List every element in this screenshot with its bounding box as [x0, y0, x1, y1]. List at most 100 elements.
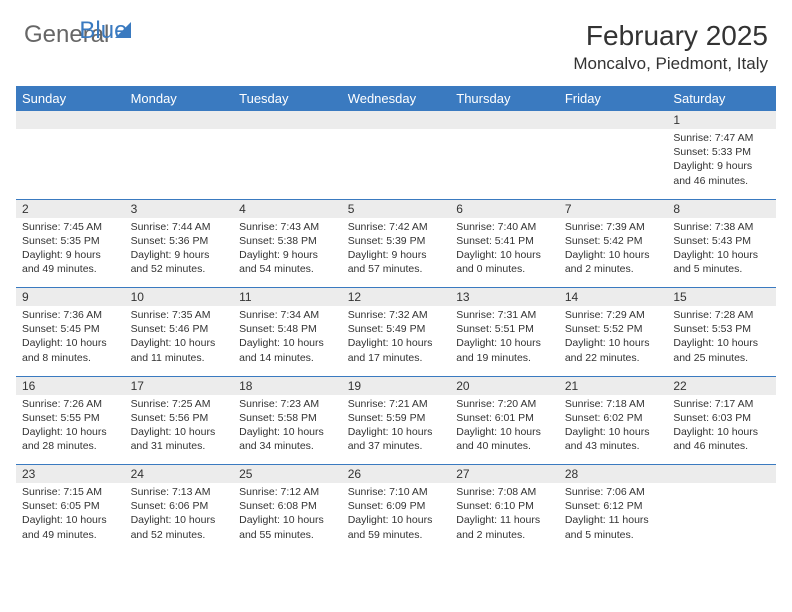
sunset-text: Sunset: 5:42 PM	[565, 234, 662, 248]
daylight-text: Daylight: 10 hours and 0 minutes.	[456, 248, 553, 276]
detail-cell: Sunrise: 7:20 AMSunset: 6:01 PMDaylight:…	[450, 395, 559, 465]
sunrise-text: Sunrise: 7:15 AM	[22, 485, 119, 499]
daynum-cell: 1	[667, 111, 776, 129]
daylight-text: Daylight: 9 hours and 49 minutes.	[22, 248, 119, 276]
detail-cell	[125, 129, 234, 199]
week-1-details: Sunrise: 7:45 AMSunset: 5:35 PMDaylight:…	[16, 218, 776, 288]
sunset-text: Sunset: 5:39 PM	[348, 234, 445, 248]
week-1-daynums: 2345678	[16, 199, 776, 218]
dayhead-wed: Wednesday	[342, 86, 451, 111]
detail-cell: Sunrise: 7:31 AMSunset: 5:51 PMDaylight:…	[450, 306, 559, 376]
detail-cell	[559, 129, 668, 199]
detail-cell: Sunrise: 7:44 AMSunset: 5:36 PMDaylight:…	[125, 218, 234, 288]
calendar-body: 1Sunrise: 7:47 AMSunset: 5:33 PMDaylight…	[16, 111, 776, 553]
sunset-text: Sunset: 5:38 PM	[239, 234, 336, 248]
sunrise-text: Sunrise: 7:18 AM	[565, 397, 662, 411]
sunset-text: Sunset: 5:41 PM	[456, 234, 553, 248]
sunset-text: Sunset: 5:53 PM	[673, 322, 770, 336]
sunset-text: Sunset: 6:09 PM	[348, 499, 445, 513]
daylight-text: Daylight: 10 hours and 55 minutes.	[239, 513, 336, 541]
daylight-text: Daylight: 11 hours and 2 minutes.	[456, 513, 553, 541]
detail-cell: Sunrise: 7:18 AMSunset: 6:02 PMDaylight:…	[559, 395, 668, 465]
sunrise-text: Sunrise: 7:35 AM	[131, 308, 228, 322]
sunrise-text: Sunrise: 7:31 AM	[456, 308, 553, 322]
daynum-cell: 15	[667, 288, 776, 307]
sunrise-text: Sunrise: 7:17 AM	[673, 397, 770, 411]
daynum-cell	[342, 111, 451, 129]
detail-cell: Sunrise: 7:29 AMSunset: 5:52 PMDaylight:…	[559, 306, 668, 376]
daynum-cell	[559, 111, 668, 129]
detail-cell	[233, 129, 342, 199]
logo-text-blue: Blue	[79, 17, 127, 45]
daynum-cell	[667, 465, 776, 484]
daylight-text: Daylight: 9 hours and 52 minutes.	[131, 248, 228, 276]
dayhead-mon: Monday	[125, 86, 234, 111]
daylight-text: Daylight: 9 hours and 57 minutes.	[348, 248, 445, 276]
detail-cell: Sunrise: 7:21 AMSunset: 5:59 PMDaylight:…	[342, 395, 451, 465]
sunrise-text: Sunrise: 7:39 AM	[565, 220, 662, 234]
detail-cell: Sunrise: 7:06 AMSunset: 6:12 PMDaylight:…	[559, 483, 668, 553]
sunset-text: Sunset: 5:59 PM	[348, 411, 445, 425]
week-3-details: Sunrise: 7:26 AMSunset: 5:55 PMDaylight:…	[16, 395, 776, 465]
sunrise-text: Sunrise: 7:06 AM	[565, 485, 662, 499]
sunrise-text: Sunrise: 7:29 AM	[565, 308, 662, 322]
detail-cell: Sunrise: 7:40 AMSunset: 5:41 PMDaylight:…	[450, 218, 559, 288]
week-2-details: Sunrise: 7:36 AMSunset: 5:45 PMDaylight:…	[16, 306, 776, 376]
daynum-cell: 16	[16, 376, 125, 395]
detail-cell: Sunrise: 7:12 AMSunset: 6:08 PMDaylight:…	[233, 483, 342, 553]
sunset-text: Sunset: 6:08 PM	[239, 499, 336, 513]
sunset-text: Sunset: 5:51 PM	[456, 322, 553, 336]
daylight-text: Daylight: 10 hours and 11 minutes.	[131, 336, 228, 364]
sunrise-text: Sunrise: 7:45 AM	[22, 220, 119, 234]
daynum-cell: 20	[450, 376, 559, 395]
sunrise-text: Sunrise: 7:28 AM	[673, 308, 770, 322]
sunrise-text: Sunrise: 7:13 AM	[131, 485, 228, 499]
daylight-text: Daylight: 10 hours and 40 minutes.	[456, 425, 553, 453]
detail-cell	[667, 483, 776, 553]
daylight-text: Daylight: 10 hours and 8 minutes.	[22, 336, 119, 364]
daylight-text: Daylight: 10 hours and 49 minutes.	[22, 513, 119, 541]
daylight-text: Daylight: 10 hours and 25 minutes.	[673, 336, 770, 364]
location-text: Moncalvo, Piedmont, Italy	[573, 54, 768, 74]
detail-cell	[16, 129, 125, 199]
sunrise-text: Sunrise: 7:21 AM	[348, 397, 445, 411]
detail-cell: Sunrise: 7:38 AMSunset: 5:43 PMDaylight:…	[667, 218, 776, 288]
header-row: General Blue February 2025 Moncalvo, Pie…	[16, 20, 776, 74]
detail-cell: Sunrise: 7:32 AMSunset: 5:49 PMDaylight:…	[342, 306, 451, 376]
daynum-cell: 10	[125, 288, 234, 307]
sunrise-text: Sunrise: 7:10 AM	[348, 485, 445, 499]
detail-cell: Sunrise: 7:45 AMSunset: 5:35 PMDaylight:…	[16, 218, 125, 288]
detail-cell: Sunrise: 7:35 AMSunset: 5:46 PMDaylight:…	[125, 306, 234, 376]
detail-cell: Sunrise: 7:08 AMSunset: 6:10 PMDaylight:…	[450, 483, 559, 553]
daynum-cell: 23	[16, 465, 125, 484]
sunset-text: Sunset: 6:06 PM	[131, 499, 228, 513]
dayhead-fri: Friday	[559, 86, 668, 111]
dayhead-sun: Sunday	[16, 86, 125, 111]
daynum-cell: 4	[233, 199, 342, 218]
daynum-cell: 7	[559, 199, 668, 218]
sunset-text: Sunset: 5:33 PM	[673, 145, 770, 159]
daynum-cell: 22	[667, 376, 776, 395]
sunset-text: Sunset: 5:46 PM	[131, 322, 228, 336]
dayhead-tue: Tuesday	[233, 86, 342, 111]
daylight-text: Daylight: 10 hours and 37 minutes.	[348, 425, 445, 453]
sunrise-text: Sunrise: 7:34 AM	[239, 308, 336, 322]
daynum-cell: 9	[16, 288, 125, 307]
daylight-text: Daylight: 10 hours and 19 minutes.	[456, 336, 553, 364]
daynum-cell: 26	[342, 465, 451, 484]
sunset-text: Sunset: 5:55 PM	[22, 411, 119, 425]
daylight-text: Daylight: 10 hours and 34 minutes.	[239, 425, 336, 453]
daynum-cell	[233, 111, 342, 129]
daynum-cell: 25	[233, 465, 342, 484]
month-title: February 2025	[573, 20, 768, 52]
sunset-text: Sunset: 6:02 PM	[565, 411, 662, 425]
detail-cell: Sunrise: 7:28 AMSunset: 5:53 PMDaylight:…	[667, 306, 776, 376]
daylight-text: Daylight: 10 hours and 43 minutes.	[565, 425, 662, 453]
daynum-cell: 3	[125, 199, 234, 218]
sunset-text: Sunset: 5:58 PM	[239, 411, 336, 425]
daylight-text: Daylight: 9 hours and 46 minutes.	[673, 159, 770, 187]
sunrise-text: Sunrise: 7:42 AM	[348, 220, 445, 234]
calendar-page: General Blue February 2025 Moncalvo, Pie…	[0, 0, 792, 563]
week-3-daynums: 16171819202122	[16, 376, 776, 395]
week-0-daynums: 1	[16, 111, 776, 129]
